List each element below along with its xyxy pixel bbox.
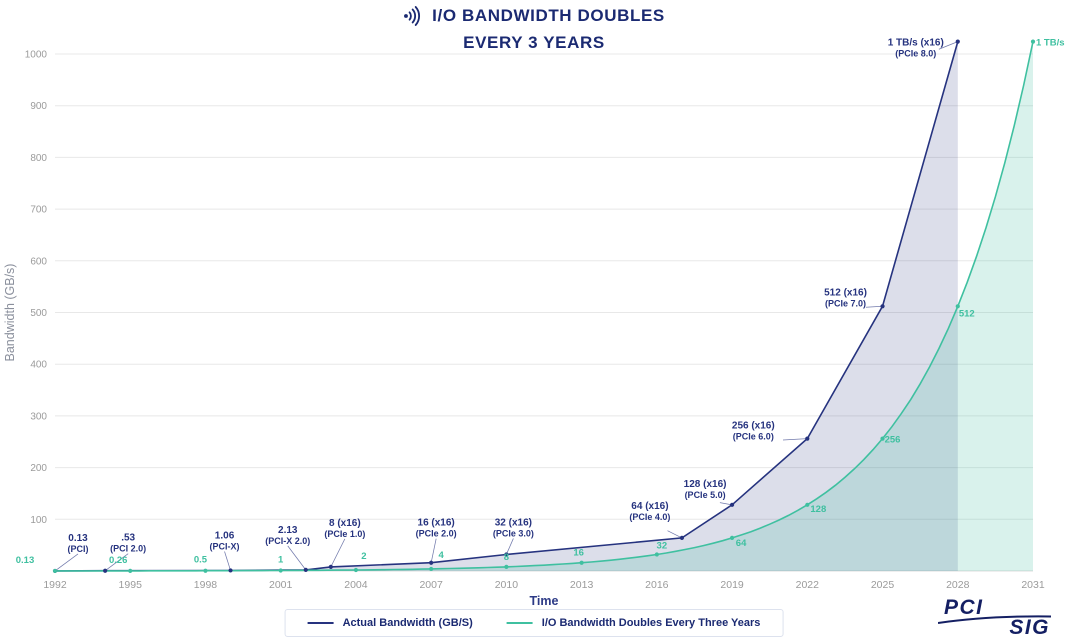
signal-icon bbox=[403, 5, 424, 27]
svg-text:1000: 1000 bbox=[25, 50, 48, 61]
legend-line-navy bbox=[307, 622, 334, 624]
svg-text:(PCIe 7.0): (PCIe 7.0) bbox=[825, 298, 866, 308]
svg-text:100: 100 bbox=[30, 515, 47, 526]
svg-text:800: 800 bbox=[30, 153, 47, 164]
svg-text:16: 16 bbox=[573, 548, 584, 559]
svg-text:0.5: 0.5 bbox=[194, 555, 208, 566]
svg-text:1998: 1998 bbox=[194, 579, 218, 591]
svg-text:200: 200 bbox=[30, 463, 47, 474]
svg-text:600: 600 bbox=[30, 256, 47, 267]
svg-text:700: 700 bbox=[30, 205, 47, 216]
svg-text:1992: 1992 bbox=[43, 579, 67, 591]
svg-text:64: 64 bbox=[736, 538, 747, 549]
svg-text:2016: 2016 bbox=[645, 579, 669, 591]
svg-text:64 (x16): 64 (x16) bbox=[631, 501, 668, 512]
svg-text:8 (x16): 8 (x16) bbox=[329, 518, 361, 529]
svg-text:2019: 2019 bbox=[720, 579, 744, 591]
legend-item-actual-bandwidth: Actual Bandwidth (GB/S) bbox=[307, 617, 473, 629]
svg-text:8: 8 bbox=[504, 552, 509, 563]
title-text-line1: I/O BANDWIDTH DOUBLES bbox=[432, 6, 665, 26]
pci-sig-logo: PCI SIG bbox=[938, 596, 1052, 640]
svg-text:Bandwidth (GB/s): Bandwidth (GB/s) bbox=[3, 264, 17, 362]
svg-text:(PCI 2.0): (PCI 2.0) bbox=[110, 544, 146, 554]
svg-text:32: 32 bbox=[657, 540, 668, 551]
logo-text-pci: PCI bbox=[944, 596, 984, 619]
logo-swoosh bbox=[938, 615, 1052, 624]
svg-text:0.13: 0.13 bbox=[16, 555, 35, 566]
svg-text:256 (x16): 256 (x16) bbox=[732, 421, 775, 432]
svg-text:1995: 1995 bbox=[119, 579, 143, 591]
svg-text:1 TB/s: 1 TB/s bbox=[1036, 38, 1065, 49]
logo-text-sig: SIG bbox=[1009, 616, 1050, 639]
svg-text:1.06: 1.06 bbox=[215, 530, 235, 541]
svg-text:2.13: 2.13 bbox=[278, 525, 298, 536]
legend-item-doubling: I/O Bandwidth Doubles Every Three Years bbox=[506, 617, 761, 629]
svg-text:(PCI-X): (PCI-X) bbox=[210, 541, 240, 551]
title-text-line2: EVERY 3 YEARS bbox=[463, 33, 605, 53]
svg-text:2025: 2025 bbox=[871, 579, 895, 591]
svg-text:512: 512 bbox=[959, 308, 975, 319]
svg-text:.53: .53 bbox=[121, 533, 135, 544]
svg-text:2028: 2028 bbox=[946, 579, 970, 591]
svg-text:(PCIe 2.0): (PCIe 2.0) bbox=[416, 529, 457, 539]
legend-label-doubling: I/O Bandwidth Doubles Every Three Years bbox=[541, 617, 761, 629]
svg-text:2: 2 bbox=[361, 551, 366, 562]
svg-text:2010: 2010 bbox=[495, 579, 519, 591]
svg-text:32 (x16): 32 (x16) bbox=[495, 517, 532, 528]
svg-text:300: 300 bbox=[30, 411, 47, 422]
svg-text:2031: 2031 bbox=[1021, 579, 1045, 591]
legend-label-actual-bandwidth: Actual Bandwidth (GB/S) bbox=[342, 617, 473, 629]
svg-text:(PCIe 8.0): (PCIe 8.0) bbox=[895, 49, 936, 59]
svg-text:0.13: 0.13 bbox=[68, 533, 88, 544]
svg-text:4: 4 bbox=[439, 550, 445, 561]
svg-text:(PCIe 1.0): (PCIe 1.0) bbox=[324, 529, 365, 539]
svg-text:256: 256 bbox=[885, 435, 901, 446]
svg-text:128: 128 bbox=[810, 504, 826, 515]
svg-text:2013: 2013 bbox=[570, 579, 594, 591]
chart-legend: Actual Bandwidth (GB/S) I/O Bandwidth Do… bbox=[284, 609, 784, 637]
chart-title: I/O BANDWIDTH DOUBLES EVERY 3 YEARS bbox=[0, 5, 1068, 54]
svg-text:500: 500 bbox=[30, 308, 47, 319]
svg-text:(PCI-X 2.0): (PCI-X 2.0) bbox=[265, 536, 310, 546]
svg-text:400: 400 bbox=[30, 360, 47, 371]
legend-line-teal bbox=[506, 622, 533, 624]
svg-text:(PCIe 6.0): (PCIe 6.0) bbox=[733, 432, 774, 442]
svg-text:16 (x16): 16 (x16) bbox=[418, 518, 455, 529]
svg-text:2004: 2004 bbox=[344, 579, 368, 591]
svg-text:128 (x16): 128 (x16) bbox=[684, 479, 727, 490]
bandwidth-line-chart: 100 200 300 400 500 600 700 800 900 1000 1992 1995 1… bbox=[3, 38, 1065, 608]
svg-text:2007: 2007 bbox=[419, 579, 443, 591]
svg-text:512 (x16): 512 (x16) bbox=[824, 287, 867, 298]
svg-text:(PCIe 5.0): (PCIe 5.0) bbox=[685, 490, 726, 500]
svg-text:1 TB/s (x16): 1 TB/s (x16) bbox=[888, 38, 944, 49]
svg-text:900: 900 bbox=[30, 101, 47, 112]
svg-text:0.26: 0.26 bbox=[109, 555, 128, 566]
svg-text:2022: 2022 bbox=[796, 579, 820, 591]
svg-text:(PCIe 3.0): (PCIe 3.0) bbox=[493, 528, 534, 538]
svg-text:2001: 2001 bbox=[269, 579, 293, 591]
svg-text:(PCI): (PCI) bbox=[68, 544, 89, 554]
svg-text:1: 1 bbox=[278, 554, 284, 565]
svg-text:(PCIe 4.0): (PCIe 4.0) bbox=[629, 512, 670, 522]
svg-text:Time: Time bbox=[530, 594, 559, 608]
